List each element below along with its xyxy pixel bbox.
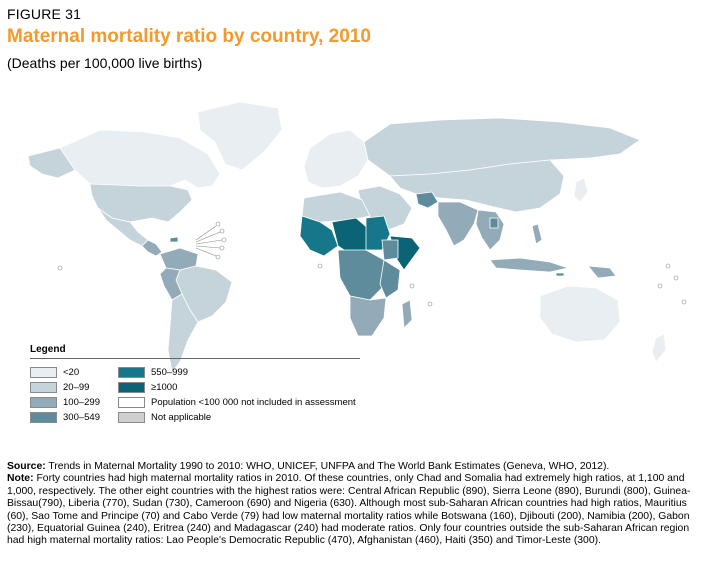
legend-label: Population <100 000 not included in asse… — [151, 397, 356, 408]
legend-label: 550–999 — [151, 367, 188, 378]
legend-item-not-applicable: Not applicable — [118, 411, 211, 424]
argentina-chile — [167, 293, 199, 373]
legend-swatch — [30, 367, 57, 378]
note-label: Note: — [7, 473, 34, 485]
ethiopia — [381, 239, 399, 261]
legend-label: 300–549 — [63, 412, 100, 423]
legend-swatch — [30, 412, 57, 423]
source-text: Trends in Maternal Mortality 1990 to 201… — [45, 461, 610, 472]
source-notes: Source: Trends in Maternal Mortality 199… — [7, 461, 707, 548]
world-map — [27, 101, 687, 373]
central-africa — [337, 249, 387, 301]
legend-item-300-549: 300–549 — [30, 411, 100, 424]
island-callouts — [57, 221, 687, 307]
legend-divider — [30, 358, 360, 359]
japan — [573, 177, 589, 203]
legend-swatch — [30, 382, 57, 393]
legend-label: <20 — [63, 367, 80, 378]
legend-item-gte1000: ≥1000 — [118, 381, 177, 394]
new-zealand — [651, 333, 667, 363]
source-label: Source: — [7, 461, 46, 472]
afghanistan — [415, 191, 439, 209]
alaska — [27, 147, 76, 179]
canada — [59, 129, 221, 189]
haiti — [169, 236, 179, 243]
east-africa — [379, 259, 401, 299]
note-text: Forty countries had high maternal mortal… — [7, 473, 691, 547]
legend-swatch — [118, 397, 145, 408]
timor-leste — [555, 272, 565, 277]
central-america — [141, 239, 163, 257]
madagascar — [401, 299, 413, 329]
west-africa — [299, 215, 339, 257]
europe — [303, 129, 369, 189]
india — [437, 201, 479, 247]
legend-title: Legend — [30, 344, 66, 355]
southern-africa — [349, 295, 387, 337]
legend-label: 100–299 — [63, 397, 100, 408]
legend-label: 20–99 — [63, 382, 90, 393]
legend-label: Not applicable — [151, 412, 212, 423]
laos — [489, 217, 499, 229]
greenland — [197, 101, 283, 171]
southeast-asia — [475, 209, 505, 251]
legend-item-small-population: Population <100 000 not included in asse… — [118, 396, 356, 409]
philippines — [531, 223, 543, 245]
legend-swatch — [118, 382, 145, 393]
legend-item-100-299: 100–299 — [30, 396, 100, 409]
legend-item-20-99: 20–99 — [30, 381, 89, 394]
legend-label: ≥1000 — [151, 382, 178, 393]
australia — [539, 285, 621, 343]
legend-swatch — [118, 412, 145, 423]
figure-label: FIGURE 31 — [7, 6, 82, 22]
chad — [331, 217, 371, 255]
map-title: Maternal mortality ratio by country, 201… — [7, 26, 371, 47]
legend-swatch — [118, 367, 145, 378]
papua-new-guinea — [587, 265, 617, 279]
legend-item-550-999: 550–999 — [118, 366, 188, 379]
indonesia — [489, 257, 570, 273]
legend-swatch — [30, 397, 57, 408]
legend-item-lt20: <20 — [30, 366, 79, 379]
map-subtitle: (Deaths per 100,000 live births) — [7, 55, 203, 71]
